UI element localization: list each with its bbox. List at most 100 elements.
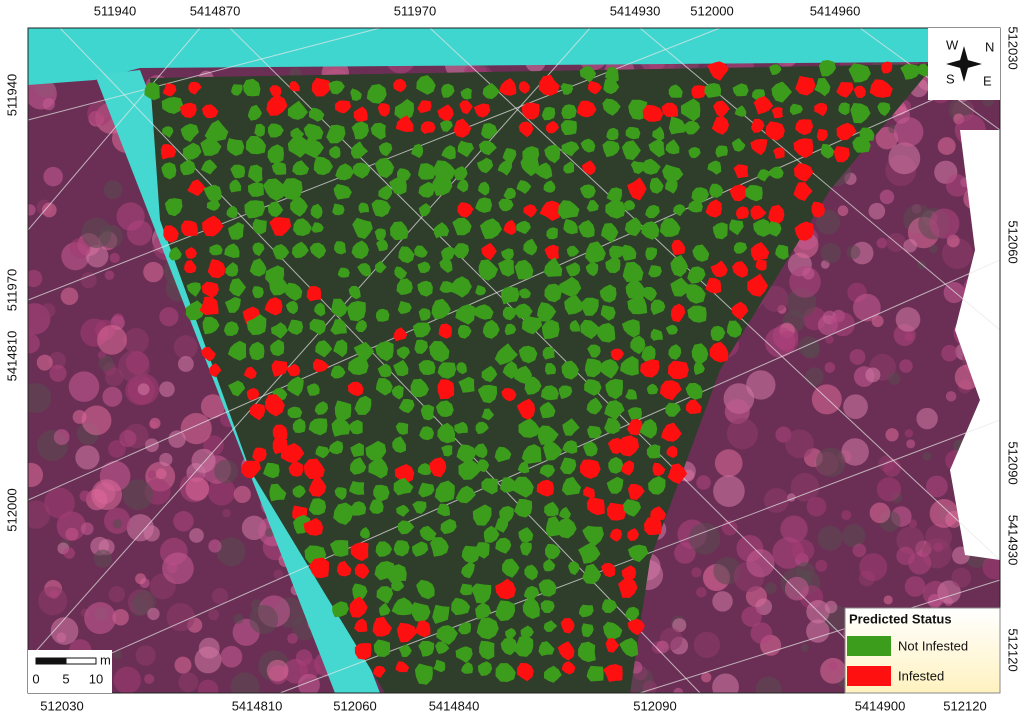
compass-rose [946,59,982,69]
canopy-blob [50,617,79,645]
healthy-crown [270,322,288,339]
canopy-blob [135,645,156,666]
canopy-blob [816,209,841,235]
healthy-crown [578,604,594,618]
canopy-blob [81,217,112,249]
canopy-blob [207,477,236,506]
infested-crown [353,106,368,122]
infested-crown [640,359,660,378]
healthy-crown [544,501,559,517]
healthy-crown [620,244,637,261]
healthy-crown [352,162,371,179]
canopy-blob [143,525,160,542]
healthy-crown [578,220,595,238]
healthy-crown [414,339,428,354]
canopy-blob [673,687,684,693]
healthy-crown [475,542,490,559]
healthy-crown [605,200,626,219]
canopy-blob [80,272,97,289]
infested-crown [347,381,364,397]
canopy-blob [185,477,209,501]
healthy-crown [374,228,387,241]
scale-box [28,650,112,693]
grid-line [28,28,591,661]
healthy-crown [355,319,367,333]
healthy-crown [375,541,393,557]
infested-crown [628,483,645,500]
healthy-crown [393,359,409,377]
healthy-crown [392,436,406,453]
healthy-crown [479,218,502,240]
canopy-blob [166,602,195,632]
healthy-crown [568,561,580,576]
bottom-label: 512090 [633,698,676,713]
healthy-crown [227,340,247,361]
healthy-crown [606,127,619,141]
canopy-blob [916,407,938,430]
canopy-blob [102,386,123,407]
canopy-blob [249,605,279,634]
healthy-crown [543,180,556,193]
healthy-crown [580,319,601,340]
bottom-label: 5414840 [429,698,480,713]
canopy-blob [297,673,320,693]
infested-crown [765,121,785,141]
infested-crown [581,160,596,176]
healthy-crown [520,625,534,639]
canopy-blob [85,244,109,268]
infested-crown [586,496,605,516]
healthy-crown [502,360,518,379]
canopy-blob [53,429,70,445]
healthy-crown [558,200,580,220]
healthy-crown [333,184,352,200]
canopy-blob [837,205,849,217]
infested-crown [501,388,517,402]
healthy-crown [352,217,373,239]
healthy-crown [375,378,393,396]
infested-crown [666,445,678,459]
canopy-blob [693,631,721,658]
healthy-crown [769,166,784,179]
infested-crown [795,119,814,136]
infested-crown [627,528,639,541]
infested-crown [659,380,682,401]
healthy-crown [518,418,540,438]
canopy-blob [191,448,216,473]
healthy-crown [432,176,453,196]
healthy-crown [474,443,488,459]
healthy-crown [495,663,516,682]
canopy-blob [899,359,913,373]
healthy-crown [309,242,327,259]
healthy-crown [333,339,348,358]
scale-label: 5 [62,671,69,686]
healthy-crown [687,305,707,323]
healthy-crown [285,300,299,315]
infested-crown [373,665,386,678]
infested-crown [187,179,206,197]
healthy-crown [440,246,455,262]
healthy-crown [710,325,726,342]
canopy-blob [144,673,155,685]
canopy-blob [159,307,179,327]
healthy-crown [376,586,394,604]
healthy-crown [601,223,619,243]
grid-line [28,28,201,231]
healthy-crown [229,278,246,297]
infested-crown [252,447,267,462]
healthy-crown [352,583,368,601]
healthy-crown [475,285,486,296]
canopy-blob [908,519,918,528]
infested-crown [773,147,785,159]
healthy-crown [263,178,286,202]
healthy-crown [916,63,930,77]
infested-crown [350,542,369,562]
infested-crown [201,281,219,298]
healthy-crown [360,527,370,539]
healthy-crown [394,98,414,120]
healthy-crown [523,238,538,256]
healthy-crown [454,421,468,434]
infested-crown [600,562,616,578]
healthy-crown [330,319,347,335]
canopy-blob [750,622,773,644]
healthy-crown [414,663,433,685]
